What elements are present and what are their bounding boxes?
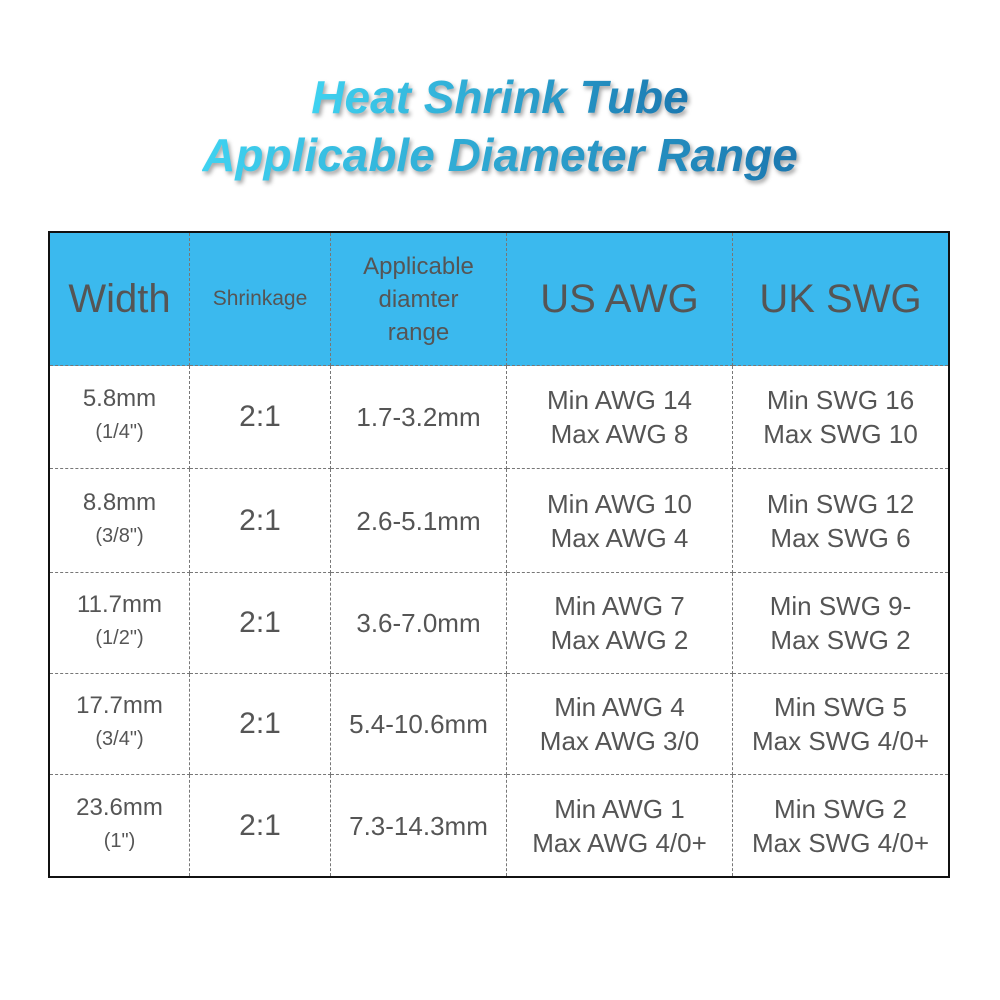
header-text: US AWG bbox=[540, 277, 699, 321]
cell-text: 2.6-5.1mm bbox=[356, 505, 481, 536]
table-cell: 2:1 bbox=[190, 469, 331, 573]
header-cell: Applicable diamter range bbox=[331, 233, 507, 366]
table-cell: Min AWG 4 Max AWG 3/0 bbox=[507, 674, 733, 775]
cell-text: (3/4") bbox=[95, 728, 144, 750]
table-cell: Min SWG 5 Max SWG 4/0+ bbox=[733, 674, 948, 775]
cell-text: Max AWG 4/0+ bbox=[532, 827, 707, 858]
header-text: diamter bbox=[378, 285, 459, 313]
table-cell: Min SWG 9- Max SWG 2 bbox=[733, 573, 948, 674]
cell-text: 2:1 bbox=[239, 606, 281, 639]
cell-text: (3/8") bbox=[95, 524, 144, 547]
cell-text: Min SWG 9- bbox=[769, 591, 912, 621]
cell-text: 11.7mm bbox=[77, 591, 162, 618]
cell-text: 3.6-7.0mm bbox=[356, 608, 481, 638]
cell-text: 23.6mm bbox=[76, 793, 163, 821]
table-cell: Min AWG 1 Max AWG 4/0+ bbox=[507, 775, 733, 876]
title-line: Applicable Diameter Range bbox=[202, 126, 798, 184]
table-cell: 3.6-7.0mm bbox=[331, 573, 507, 674]
cell-text: Max SWG 4/0+ bbox=[752, 726, 929, 756]
cell-text: (1/4") bbox=[95, 421, 144, 443]
cell-text: Min SWG 16 bbox=[766, 385, 915, 415]
header-text: range bbox=[387, 318, 450, 346]
table-cell: 1.7-3.2mm bbox=[331, 366, 507, 469]
table-cell: 7.3-14.3mm bbox=[331, 775, 507, 876]
cell-text: Min SWG 5 bbox=[774, 692, 907, 722]
cell-text: 2:1 bbox=[239, 400, 281, 433]
table-cell: Min SWG 2 Max SWG 4/0+ bbox=[733, 775, 948, 876]
table-cell: Min SWG 12 Max SWG 6 bbox=[733, 469, 948, 573]
cell-text: Max SWG 10 bbox=[763, 419, 918, 449]
table-cell: 23.6mm (1") bbox=[50, 775, 190, 876]
cell-text: Min SWG 12 bbox=[766, 488, 915, 519]
table-cell: 2:1 bbox=[190, 573, 331, 674]
cell-text: Min AWG 7 bbox=[554, 591, 685, 621]
cell-text: 5.8mm bbox=[82, 385, 157, 412]
title-line: Heat Shrink Tube bbox=[311, 68, 688, 126]
cell-text: 2:1 bbox=[239, 808, 281, 842]
cell-text: 2:1 bbox=[239, 503, 281, 537]
table-cell: 8.8mm (3/8") bbox=[50, 469, 190, 573]
cell-text: Min SWG 2 bbox=[774, 793, 907, 824]
table-cell: Min AWG 10 Max AWG 4 bbox=[507, 469, 733, 573]
header-cell: Width bbox=[50, 233, 190, 366]
header-text: UK SWG bbox=[759, 277, 922, 321]
table-cell: 2:1 bbox=[190, 674, 331, 775]
cell-text: Min AWG 14 bbox=[547, 385, 692, 415]
cell-text: Max AWG 2 bbox=[550, 625, 689, 655]
header-cell: US AWG bbox=[507, 233, 733, 366]
cell-text: (1") bbox=[103, 829, 136, 852]
cell-text: 8.8mm bbox=[82, 488, 157, 516]
table-cell: Min AWG 14 Max AWG 8 bbox=[507, 366, 733, 469]
table-cell: Min SWG 16 Max SWG 10 bbox=[733, 366, 948, 469]
table: Width Shrinkage Applicable diamter range US A… bbox=[48, 231, 950, 878]
cell-text: 7.3-14.3mm bbox=[349, 810, 488, 841]
cell-text: 1.7-3.2mm bbox=[356, 402, 481, 432]
header-text: Shrinkage bbox=[212, 287, 308, 310]
table-cell: 2:1 bbox=[190, 366, 331, 469]
header-cell: UK SWG bbox=[733, 233, 948, 366]
header-text: Width bbox=[68, 277, 171, 321]
cell-text: Max SWG 4/0+ bbox=[752, 827, 929, 858]
cell-text: Min AWG 4 bbox=[554, 692, 685, 722]
table-cell: 2.6-5.1mm bbox=[331, 469, 507, 573]
cell-text: Min AWG 10 bbox=[547, 488, 692, 519]
cell-text: Max AWG 8 bbox=[550, 419, 689, 449]
cell-text: Max SWG 6 bbox=[770, 522, 911, 553]
cell-text: 17.7mm bbox=[76, 692, 163, 719]
table-cell: 2:1 bbox=[190, 775, 331, 876]
table-cell: 11.7mm (1/2") bbox=[50, 573, 190, 674]
cell-text: 2:1 bbox=[239, 707, 281, 740]
table-cell: 5.8mm (1/4") bbox=[50, 366, 190, 469]
cell-text: Max SWG 2 bbox=[770, 625, 911, 655]
header-text: Applicable bbox=[363, 252, 474, 280]
table-cell: 17.7mm (3/4") bbox=[50, 674, 190, 775]
table-cell: Min AWG 7 Max AWG 2 bbox=[507, 573, 733, 674]
table-cell: 5.4-10.6mm bbox=[331, 674, 507, 775]
cell-text: (1/2") bbox=[95, 627, 144, 649]
title: Heat Shrink Tube Applicable Diameter Ran… bbox=[0, 68, 1000, 184]
cell-text: Max AWG 4 bbox=[550, 522, 689, 553]
cell-text: Min AWG 1 bbox=[554, 793, 685, 824]
cell-text: 5.4-10.6mm bbox=[349, 709, 488, 739]
cell-text: Max AWG 3/0 bbox=[539, 726, 700, 756]
header-cell: Shrinkage bbox=[190, 233, 331, 366]
